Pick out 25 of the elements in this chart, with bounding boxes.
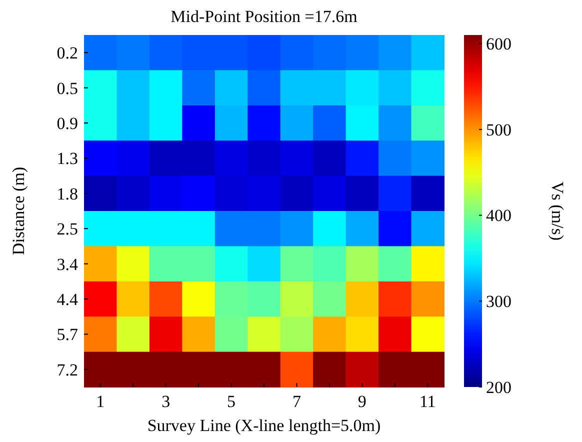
x-tick-label: 1 [96, 392, 105, 411]
x-tick-label: 7 [292, 392, 302, 411]
y-tick-label: 3.4 [56, 254, 78, 274]
chart-title: Mid-Point Position =17.6m [170, 7, 358, 26]
color-bar-label: 500 [486, 120, 512, 140]
y-tick-label: 2.5 [56, 220, 78, 239]
x-tick-label: 5 [227, 392, 236, 411]
color-bar-label: 200 [486, 378, 512, 397]
y-axis-title: Distance (m) [9, 166, 28, 256]
y-tick-label: 0.2 [56, 44, 78, 63]
y-tick-label: 5.7 [56, 325, 78, 344]
x-axis-title: Survey Line (X-line length=5.0m) [147, 416, 381, 435]
color-bar-label: 600 [486, 34, 512, 54]
y-tick-label: 0.5 [56, 78, 78, 98]
color-bar-title: Vs (m/s) [548, 181, 567, 241]
y-tick-label: 7.2 [56, 360, 78, 380]
y-tick-label: 1.8 [56, 184, 78, 204]
x-tick-label: 9 [358, 392, 366, 411]
x-tick-label: 3 [162, 392, 170, 411]
color-bar-label: 400 [486, 206, 512, 226]
y-tick-label: 4.4 [56, 290, 78, 309]
x-tick-label: 11 [419, 392, 436, 411]
y-tick-label: 0.9 [56, 114, 78, 133]
color-bar-label: 300 [486, 292, 512, 312]
y-tick-label: 1.3 [56, 149, 78, 168]
